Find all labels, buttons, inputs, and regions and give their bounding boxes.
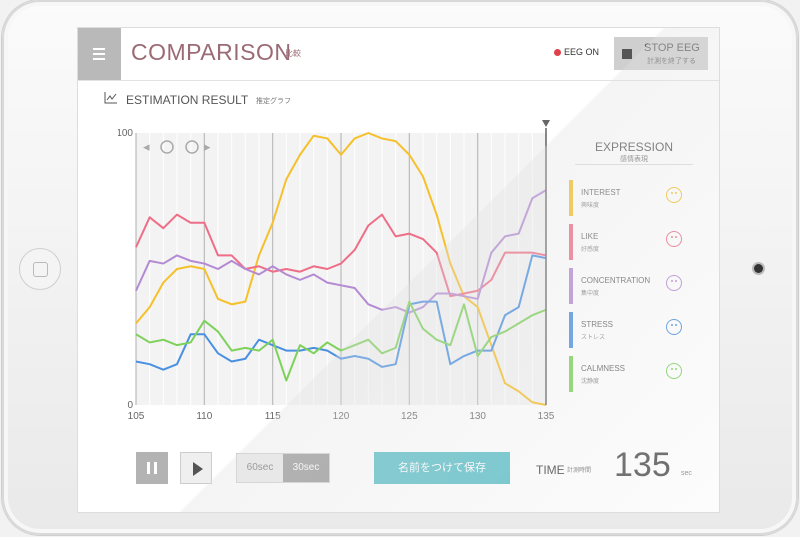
time-unit: sec <box>681 470 692 477</box>
legend-item-jp: 集中度 <box>581 291 600 297</box>
range-30sec-option[interactable]: 30sec <box>283 454 329 482</box>
app-screen: COMPARISON 比較 EEG ON STOP EEG 計測を終了する ES… <box>77 27 720 513</box>
legend-item-name: LIKE <box>581 232 599 241</box>
legend-item-name: CALMNESS <box>581 364 626 373</box>
legend-item-jp: 好感度 <box>581 247 600 253</box>
calmness-face-icon <box>666 363 682 379</box>
x-tick-label: 115 <box>265 411 281 422</box>
legend-color-swatch <box>569 224 573 260</box>
range-60sec-option[interactable]: 60sec <box>237 454 283 482</box>
legend-item-name: STRESS <box>581 320 614 329</box>
series-line-calmness <box>135 300 547 382</box>
legend-item-calmness[interactable]: CALMNESS 沈静度 <box>569 356 699 396</box>
eeg-status-dot-icon <box>554 49 561 56</box>
zoom-in-icon[interactable] <box>185 140 199 154</box>
home-button[interactable] <box>19 248 61 290</box>
legend-color-swatch <box>569 180 573 216</box>
concentration-face-icon <box>666 275 682 291</box>
play-button[interactable] <box>180 452 212 484</box>
legend-subtitle: 感情表現 <box>620 156 648 163</box>
legend-item-jp: ストレス <box>581 335 606 341</box>
like-face-icon <box>666 231 682 247</box>
playhead-marker-icon[interactable] <box>542 120 550 127</box>
menu-button[interactable] <box>78 28 121 80</box>
series-line-interest <box>135 132 547 406</box>
time-sublabel: 計測時間 <box>567 468 592 474</box>
stress-face-icon <box>666 319 682 335</box>
scroll-left-icon[interactable]: ◂ <box>143 139 150 154</box>
pause-icon <box>147 462 150 474</box>
y-tick-label: 100 <box>118 128 133 139</box>
stop-icon <box>622 49 632 59</box>
legend-color-swatch <box>569 268 573 304</box>
x-tick-label: 125 <box>401 411 418 422</box>
x-tick-label: 110 <box>196 411 212 422</box>
x-tick-label: 105 <box>128 411 145 422</box>
page-title-subtitle: 比較 <box>285 49 301 58</box>
legend-color-swatch <box>569 312 573 348</box>
legend-color-swatch <box>569 356 573 392</box>
series-line-concentration <box>135 189 547 314</box>
save-with-name-button[interactable]: 名前をつけて保存 <box>374 452 510 484</box>
stop-eeg-button[interactable]: STOP EEG 計測を終了する <box>614 37 708 70</box>
pause-button[interactable] <box>136 452 168 484</box>
play-icon <box>193 462 203 476</box>
elapsed-time-value: 135 <box>614 446 671 484</box>
legend-title: EXPRESSION <box>594 140 674 154</box>
zoom-out-icon[interactable] <box>160 140 174 154</box>
legend-item-name: CONCENTRATION <box>581 276 651 285</box>
expression-legend: EXPRESSION 感情表現 INTEREST 興味度 LIKE 好感度 CONCEN… <box>569 123 699 393</box>
y-tick-label: 0 <box>127 400 133 411</box>
home-button-icon <box>33 262 48 277</box>
legend-item-stress[interactable]: STRESS ストレス <box>569 312 699 352</box>
legend-item-like[interactable]: LIKE 好感度 <box>569 224 699 264</box>
time-label: TIME <box>536 463 565 477</box>
x-tick-label: 135 <box>538 411 555 422</box>
legend-divider <box>575 164 693 165</box>
hamburger-icon <box>93 48 105 50</box>
stop-eeg-sublabel: 計測を終了する <box>647 58 696 65</box>
estimation-result-subtitle: 推定グラフ <box>256 98 291 105</box>
interest-face-icon <box>666 187 682 203</box>
legend-item-jp: 沈静度 <box>581 379 600 385</box>
time-range-toggle[interactable]: 60sec 30sec <box>236 453 330 483</box>
line-chart-icon <box>104 92 117 104</box>
legend-item-interest[interactable]: INTEREST 興味度 <box>569 180 699 220</box>
scroll-right-icon[interactable]: ▸ <box>204 139 211 154</box>
series-line-stress <box>135 254 547 371</box>
series-line-like <box>135 213 547 298</box>
legend-item-jp: 興味度 <box>581 203 600 209</box>
x-tick-label: 120 <box>333 411 350 422</box>
estimation-result-title: ESTIMATION RESULT <box>126 93 249 107</box>
app-header: COMPARISON 比較 EEG ON STOP EEG 計測を終了する <box>78 28 719 81</box>
page-title: COMPARISON <box>131 39 292 65</box>
x-tick-label: 130 <box>469 411 486 422</box>
camera-dot <box>754 264 763 273</box>
scroll-arrows[interactable]: ◂ ▸ <box>143 139 211 154</box>
stop-eeg-label: STOP EEG <box>644 42 700 54</box>
legend-item-concentration[interactable]: CONCENTRATION 集中度 <box>569 268 699 308</box>
estimation-line-chart: ◂ ▸ 105 110 115 120 125 130 135 0 100 <box>118 120 555 422</box>
legend-item-name: INTEREST <box>581 188 621 197</box>
eeg-status-label: EEG ON <box>564 47 600 57</box>
